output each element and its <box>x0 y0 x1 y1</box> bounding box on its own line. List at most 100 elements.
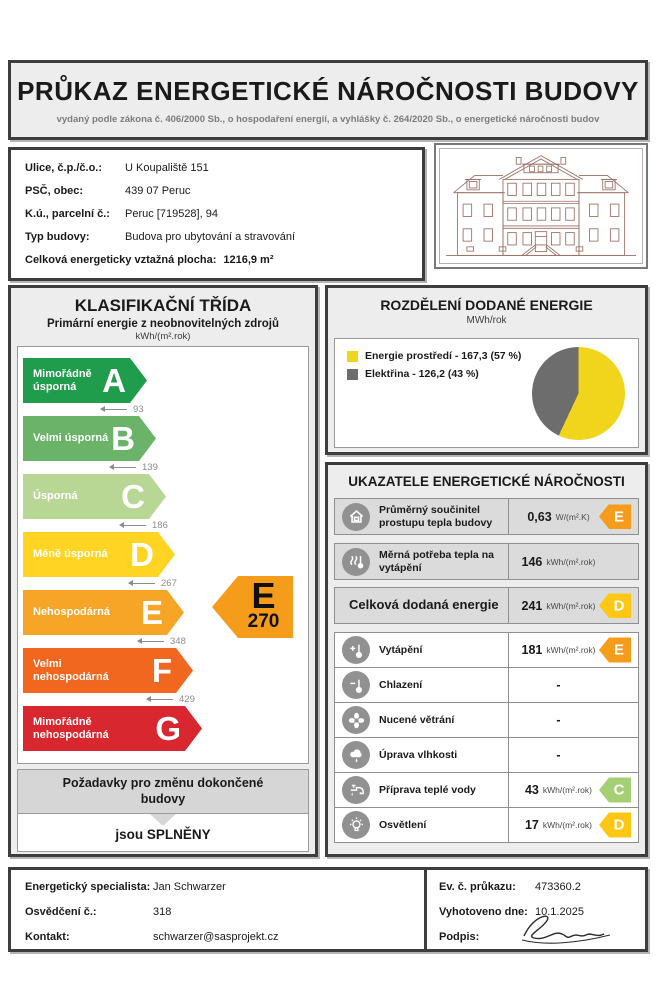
classification-subtitle: Primární energie z neobnovitelných zdroj… <box>47 318 279 330</box>
footer-label: Energetický specialista: <box>25 881 151 893</box>
cooling-icon <box>342 671 370 699</box>
rating-value: 270 <box>247 611 280 633</box>
info-label: PSČ, obec: <box>25 185 84 197</box>
footer-label: Vyhotoveno dne: <box>439 906 528 918</box>
class-letter: A <box>102 361 126 399</box>
class-arrow-c: Úsporná C <box>23 474 166 519</box>
distribution-unit: MWh/rok <box>466 315 507 326</box>
indicators-box: UKAZATELE ENERGETICKÉ NÁROČNOSTI Průměrn… <box>325 462 648 857</box>
indicator-row-cooling: Chlazení - <box>334 667 639 703</box>
building-elevation-drawing <box>439 148 643 264</box>
requirements-result: jsou SPLNĚNY <box>115 827 211 842</box>
indicator-row-total-energy: Celková dodaná energie 241 kWh/(m².rok) … <box>334 587 639 624</box>
footer-value: 10.1.2025 <box>535 906 584 918</box>
indicator-value: 43 <box>524 783 539 797</box>
legend-swatch <box>347 350 358 362</box>
indicator-row-humidity: Úprava vlhkosti - <box>334 737 639 773</box>
indicator-unit: kWh/(m².rok) <box>546 556 596 567</box>
indicator-unit: kWh/(m².rok) <box>542 785 592 795</box>
requirements-area: Požadavky pro změnu dokončené budovy jso… <box>17 769 309 852</box>
legend-item: Elektřina - 126,2 (43 %) <box>347 368 638 380</box>
left-arrow-icon <box>146 696 173 703</box>
class-badge: D <box>599 593 631 618</box>
class-letter: E <box>140 593 163 631</box>
heating-icon <box>342 636 370 664</box>
indicator-label: Celková dodaná energie <box>349 597 499 613</box>
footer-label: Kontakt: <box>25 931 70 943</box>
pie-chart <box>532 347 625 440</box>
class-badge: E <box>599 637 631 663</box>
class-badge: D <box>599 812 631 838</box>
indicator-row-lighting: Osvětlení 17 kWh/(m².rok) D <box>334 807 639 843</box>
building-info-box: Ulice, č.p./č.o.: U Koupaliště 151 PSČ, … <box>8 147 425 281</box>
indicator-row-ventilation: Nucené větrání - <box>334 702 639 738</box>
footer-value: 473360.2 <box>535 881 581 893</box>
left-arrow-icon <box>137 638 164 645</box>
indicator-label: Vytápění <box>379 643 423 656</box>
threshold-marker: 139 <box>109 461 308 474</box>
humidity-icon <box>342 741 370 769</box>
footer-value: schwarzer@sasprojekt.cz <box>153 931 279 943</box>
indicator-label: Nucené větrání <box>379 713 455 726</box>
class-arrow-b: Velmi úsporná B <box>23 416 156 461</box>
pie-legend: Energie prostředí - 167,3 (57 %) Elektři… <box>335 339 638 380</box>
indicator-value: - <box>556 748 561 762</box>
page-subtitle: vydaný podle zákona č. 406/2000 Sb., o h… <box>56 114 600 125</box>
classification-unit: kWh/(m².rok) <box>135 331 191 342</box>
class-badge: C <box>599 777 631 803</box>
hot-water-icon <box>342 776 370 804</box>
indicator-unit: kWh/(m².rok) <box>546 645 596 655</box>
info-value: Peruc [719528], 94 <box>125 208 218 220</box>
footer-box: Energetický specialista: Jan Schwarzer O… <box>8 867 648 952</box>
threshold-marker: 186 <box>119 519 308 532</box>
class-label: Úsporná <box>33 490 78 503</box>
indicator-label: Průměrný součinitel prostupu tepla budov… <box>379 504 493 529</box>
left-arrow-icon <box>109 464 136 471</box>
legend-swatch <box>347 368 358 380</box>
class-label: Nehospodárná <box>33 606 111 619</box>
footer-value: 318 <box>153 906 172 918</box>
lighting-icon <box>342 811 370 839</box>
indicator-label: Osvětlení <box>379 818 427 831</box>
info-value: 1216,9 m² <box>223 254 274 266</box>
indicator-label: Úprava vlhkosti <box>379 748 458 761</box>
building-drawing-box <box>434 143 648 269</box>
class-badge: E <box>599 504 631 529</box>
indicator-value: 17 <box>524 818 539 832</box>
class-arrow-d: Méně úsporná D <box>23 532 175 577</box>
threshold-marker: 93 <box>100 403 308 416</box>
class-label: Méně úsporná <box>33 548 108 561</box>
signature-icon <box>516 910 626 950</box>
house-icon <box>342 502 370 531</box>
ventilation-icon <box>342 706 370 734</box>
requirements-label: Požadavky pro změnu dokončené budovy <box>18 770 308 814</box>
indicator-row-hot-water: Příprava teplé vody 43 kWh/(m².rok) C <box>334 772 639 808</box>
threshold-value: 186 <box>152 520 168 531</box>
info-label: Ulice, č.p./č.o.: <box>25 162 103 174</box>
legend-label: Energie prostředí - 167,3 (57 %) <box>365 350 522 362</box>
page-title: PRŮKAZ ENERGETICKÉ NÁROČNOSTI BUDOVY <box>17 76 639 106</box>
threshold-marker: 429 <box>146 693 308 706</box>
footer-row-certificate-number: Osvědčení č.: 318 <box>25 906 278 931</box>
threshold-value: 429 <box>179 694 195 705</box>
footer-divider <box>424 870 427 949</box>
indicator-unit: W/(m².K) <box>555 511 590 522</box>
pie-panel: Energie prostředí - 167,3 (57 %) Elektři… <box>334 338 639 448</box>
class-letter: F <box>151 651 172 689</box>
class-letter: C <box>121 477 145 515</box>
indicator-row-heating: Vytápění 181 kWh/(m².rok) E <box>334 632 639 668</box>
indicator-label: Příprava teplé vody <box>379 783 476 796</box>
indicator-unit: kWh/(m².rok) <box>542 820 592 830</box>
info-value: Budova pro ubytování a stravování <box>125 231 295 243</box>
indicator-unit: kWh/(m².rok) <box>546 600 596 611</box>
threshold-marker: 348 <box>137 635 308 648</box>
info-row-parcel: K.ú., parcelní č.: Peruc [719528], 94 <box>25 208 408 220</box>
indicator-value: 241 <box>521 598 543 613</box>
info-label: Celková energeticky vztažná plocha: <box>25 254 217 266</box>
class-arrow-a: Mimořádně úsporná A <box>23 358 147 403</box>
footer-row-evidence-number: Ev. č. průkazu: 473360.2 <box>439 881 584 906</box>
footer-row-signature: Podpis: <box>439 931 584 956</box>
footer-value: Jan Schwarzer <box>153 881 226 893</box>
threshold-value: 139 <box>142 462 158 473</box>
class-arrow-g: Mimořádně nehospodárná G <box>23 706 202 751</box>
